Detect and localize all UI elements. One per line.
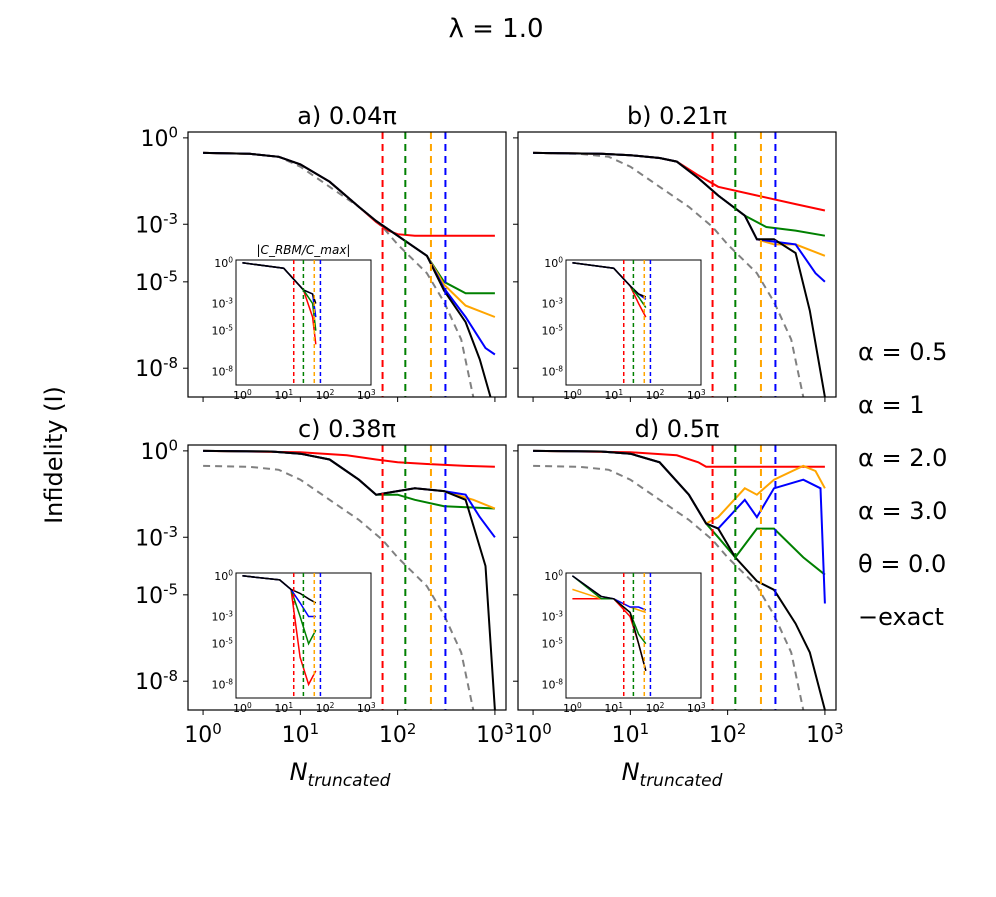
y-tick-label: 10-3 [135,523,178,551]
y-tick-label: 100 [140,124,178,152]
y-tick-label: 10-8 [135,354,178,382]
inset-x-tick: 101 [604,701,623,715]
series-line [203,464,475,710]
series-line [533,449,825,468]
inset-x-tick: 102 [316,388,335,402]
inset-y-tick: 10-5 [212,637,234,651]
legend-entry: α = 1 [858,391,924,419]
series-line [203,151,495,237]
x-tick-label: 101 [282,720,320,748]
legend-entry: α = 2.0 [858,444,947,472]
x-tick-label: 102 [709,720,747,748]
inset-y-tick: 10-8 [212,677,234,691]
inset-y-tick: 100 [544,569,563,583]
axes-frame [187,131,507,398]
axes-frame [517,444,837,711]
x-axis-label-right: Ntruncated [622,758,723,791]
series-line [203,449,495,510]
y-axis-label: Infidelity (I) [40,386,68,524]
inset-y-tick: 10-3 [212,609,234,623]
axes-frame [517,131,837,398]
inset-x-tick: 103 [687,701,706,715]
x-tick-label: 103 [476,720,514,748]
inset-series-line [242,575,317,604]
y-tick-label: 10-5 [135,268,178,296]
inset-x-tick: 102 [646,388,665,402]
inset-y-tick: 10-8 [542,364,564,378]
inset-y-tick: 100 [544,256,563,270]
x-tick-label: 100 [514,720,552,748]
inset-x-tick: 101 [274,701,293,715]
y-tick-label: 10-5 [135,581,178,609]
x-tick-label: 103 [806,720,844,748]
x-tick-label: 100 [184,720,222,748]
inset-series-line [572,262,647,298]
inset-x-tick: 103 [687,388,706,402]
inset-y-tick: 10-5 [212,324,234,338]
series-line [203,449,496,510]
series-line [203,449,496,710]
inset-series-line [571,575,647,671]
panel-b: b) 0.21π 100 10-3 10-5 10-8 100 101 102 103 [513,102,837,402]
y-tick-label: 100 [140,437,178,465]
panel-a: a) 0.04π 100 10-3 10-5 10-8 100 101 102 103 |C_RB… [135,102,507,402]
legend-entry: α = 0.5 [858,338,947,366]
series-line [533,151,826,257]
panel-title: a) 0.04π [297,102,397,130]
panel-title: d) 0.5π [635,415,720,443]
panel-title: c) 0.38π [298,415,396,443]
y-tick-label: 10-8 [135,667,178,695]
inset-x-tick: 100 [233,388,252,402]
inset-x-tick: 100 [233,701,252,715]
inset-y-tick: 10-3 [212,296,234,310]
inset-y-tick: 10-8 [212,364,234,378]
series-line [203,151,492,397]
inset-title: |C_RBM/C_max| [257,243,351,257]
inset-frame [565,572,702,699]
legend-entry: θ = 0.0 [858,550,946,578]
series-line [533,151,826,237]
inset-x-tick: 100 [563,701,582,715]
y-tick-label: 10-3 [135,210,178,238]
inset-frame [565,259,702,386]
figure-title: λ = 1.0 [448,14,543,44]
series-line [533,151,826,212]
inset-frame [235,572,372,699]
axes-frame [187,444,507,711]
inset-y-tick: 100 [214,256,233,270]
x-axis-labels: Ntruncated Ntruncated [290,758,723,791]
legend: α = 0.5 α = 1 α = 2.0 α = 3.0 θ = 0.0 −exact [858,338,947,631]
series-line [203,449,495,468]
series-line [533,151,805,397]
inset-x-tick: 102 [646,701,665,715]
inset-y-tick: 100 [214,569,233,583]
inset-x-tick: 103 [357,701,376,715]
x-tick-label: 101 [612,720,650,748]
inset-y-tick: 10-5 [542,637,564,651]
panel-title: b) 0.21π [627,102,727,130]
inset-x-tick: 103 [357,388,376,402]
x-axis-label-left: Ntruncated [290,758,391,791]
inset-y-tick: 10-3 [542,609,564,623]
inset-y-tick: 10-5 [542,324,564,338]
legend-entry: α = 3.0 [858,497,947,525]
series-line [533,449,826,710]
inset-x-tick: 102 [316,701,335,715]
inset-y-tick: 10-8 [542,677,564,691]
x-tick-label: 102 [379,720,417,748]
series-line [533,464,805,710]
inset-y-tick: 10-3 [542,296,564,310]
legend-entry: −exact [858,603,944,631]
inset-x-tick: 100 [563,388,582,402]
inset-x-tick: 101 [274,388,293,402]
series-line [533,151,826,397]
inset-x-tick: 101 [604,388,623,402]
